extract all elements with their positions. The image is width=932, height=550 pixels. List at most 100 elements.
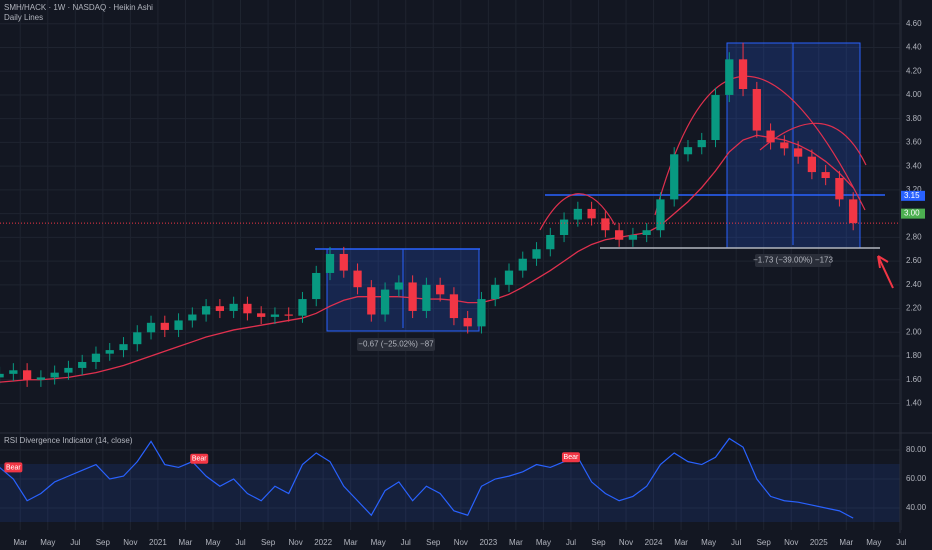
y-tick-label: 2.40 — [906, 280, 922, 289]
candle-body — [683, 147, 693, 155]
y-tick-label: 40.00 — [906, 503, 927, 512]
candle-body — [367, 287, 376, 315]
x-tick-label: 2024 — [645, 538, 663, 547]
candle-body — [504, 270, 514, 285]
y-tick-label: 1.40 — [906, 399, 922, 408]
candle-body — [325, 253, 335, 273]
y-tick-label: 3.60 — [906, 138, 922, 147]
x-tick-label: Mar — [344, 538, 358, 547]
x-tick-label: Sep — [96, 538, 111, 547]
divergence-label: Bear — [564, 454, 579, 461]
candle-body — [793, 148, 803, 157]
rsi-band — [0, 464, 900, 522]
x-tick-label: Jul — [70, 538, 80, 547]
price-label: 3.15 — [904, 191, 920, 200]
y-tick-label: 80.00 — [906, 445, 927, 454]
candle-body — [835, 178, 844, 200]
price-label-bg — [901, 208, 925, 219]
candle-body — [0, 373, 4, 378]
candle-body — [546, 234, 555, 250]
candle-body — [670, 154, 679, 200]
candle-body — [270, 314, 280, 317]
x-tick-label: May — [536, 538, 551, 547]
y-tick-label: 3.80 — [906, 114, 922, 123]
candle-body — [738, 59, 748, 90]
candle-body — [642, 230, 651, 235]
x-tick-label: Nov — [123, 538, 137, 547]
candle-body — [105, 350, 114, 354]
arrow — [877, 255, 894, 289]
y-tick-label: 4.00 — [906, 90, 922, 99]
y-tick-label: 2.00 — [906, 327, 922, 336]
candle-body — [408, 282, 417, 311]
y-tick-label: 4.20 — [906, 66, 922, 75]
candle-body — [160, 322, 169, 330]
candle-body — [36, 377, 46, 380]
candle-body — [601, 218, 610, 231]
y-tick-label: 2.80 — [906, 232, 922, 241]
divergence-tag — [561, 452, 580, 463]
drawing-arc — [539, 193, 616, 231]
x-tick-label: May — [866, 538, 881, 547]
candle-body — [22, 370, 32, 380]
rsi-line — [0, 437, 854, 519]
candle-body — [284, 314, 293, 316]
chart-title: SMH/HACK · 1W · NASDAQ · Heikin Ashi — [4, 3, 153, 12]
candle-body — [449, 294, 459, 319]
candle-body — [725, 59, 734, 95]
candle-body — [422, 284, 431, 311]
candle-body — [587, 208, 596, 219]
candle-body — [380, 289, 390, 315]
candle-body — [491, 284, 500, 300]
candle-body — [780, 142, 789, 149]
candle-body — [257, 313, 266, 317]
x-tick-label: Sep — [426, 538, 441, 547]
candle-body — [78, 361, 87, 368]
candle-body — [697, 140, 706, 148]
candle-body — [298, 299, 307, 316]
candle-body — [353, 270, 362, 288]
x-tick-label: May — [205, 538, 220, 547]
candle-body — [711, 94, 720, 141]
x-tick-label: Sep — [261, 538, 276, 547]
divergence-label: Bear — [192, 456, 207, 463]
annotation-bg — [755, 254, 831, 267]
y-tick-label: 3.20 — [906, 185, 922, 194]
x-tick-label: Jul — [731, 538, 741, 547]
x-tick-label: 2021 — [149, 538, 167, 547]
candle-body — [849, 199, 858, 224]
y-tick-label: 4.60 — [906, 19, 922, 28]
indicator-title: RSI Divergence Indicator (14, close) — [4, 436, 133, 445]
measure-label: −0.67 (−25.02%) −87 — [358, 340, 434, 349]
price-label-bg — [901, 190, 925, 201]
candle-body — [64, 367, 73, 373]
measure-label: −1.73 (−39.00%) −173 — [753, 256, 833, 265]
x-tick-label: Sep — [757, 538, 772, 547]
y-tick-label: 2.60 — [906, 256, 922, 265]
candle-body — [215, 306, 225, 311]
candle-body — [133, 332, 142, 345]
x-tick-label: Sep — [591, 538, 606, 547]
y-tick-label: 4.40 — [906, 43, 922, 52]
chart-subtitle: Daily Lines — [4, 13, 43, 22]
marks — [0, 42, 900, 519]
annotation-bg — [357, 338, 435, 351]
candle-body — [821, 172, 830, 179]
candle-body — [312, 272, 321, 300]
x-tick-label: Mar — [509, 538, 523, 547]
candle-body — [766, 130, 775, 143]
candle-body — [146, 322, 156, 333]
y-tick-label: 1.60 — [906, 375, 922, 384]
x-tick-label: Mar — [674, 538, 688, 547]
candle-body — [436, 284, 445, 295]
candle-body — [91, 353, 101, 362]
x-tick-label: May — [701, 538, 716, 547]
candle-body — [752, 89, 761, 131]
price-label: 3.00 — [904, 209, 920, 218]
x-tick-label: Nov — [619, 538, 633, 547]
candle-body — [628, 234, 638, 240]
x-tick-label: Mar — [179, 538, 193, 547]
y-tick-label: 1.80 — [906, 351, 922, 360]
x-tick-label: 2022 — [314, 538, 332, 547]
x-tick-label: Mar — [839, 538, 853, 547]
